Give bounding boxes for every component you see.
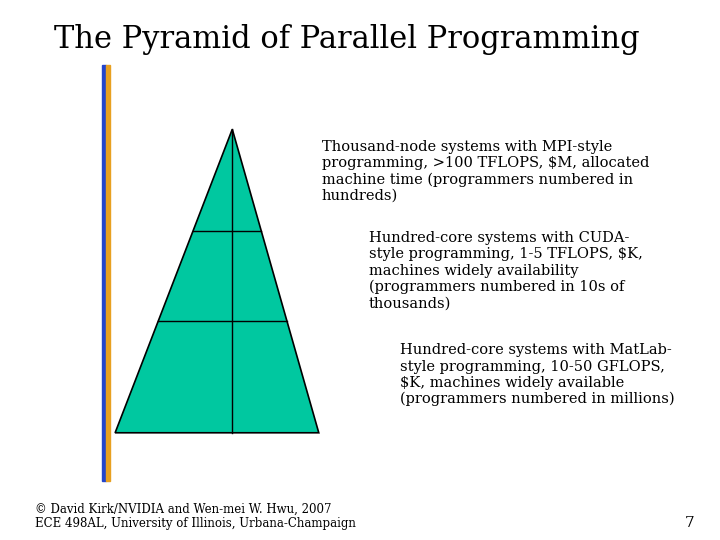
Text: 7: 7 [685, 516, 695, 530]
Text: Thousand-node systems with MPI-style
programming, >100 TFLOPS, $M, allocated
mac: Thousand-node systems with MPI-style pro… [322, 140, 649, 202]
Text: © David Kirk/NVIDIA and Wen-mei W. Hwu, 2007
ECE 498AL, University of Illinois, : © David Kirk/NVIDIA and Wen-mei W. Hwu, … [35, 502, 356, 530]
Text: Hundred-core systems with CUDA-
style programming, 1-5 TFLOPS, $K,
machines wide: Hundred-core systems with CUDA- style pr… [369, 231, 643, 310]
Bar [106, 65, 110, 481]
Text: The Pyramid of Parallel Programming: The Pyramid of Parallel Programming [54, 24, 639, 55]
Text: Hundred-core systems with MatLab-
style programming, 10-50 GFLOPS,
$K, machines : Hundred-core systems with MatLab- style … [400, 343, 675, 407]
Bar [102, 65, 106, 481]
Polygon shape [115, 129, 319, 433]
